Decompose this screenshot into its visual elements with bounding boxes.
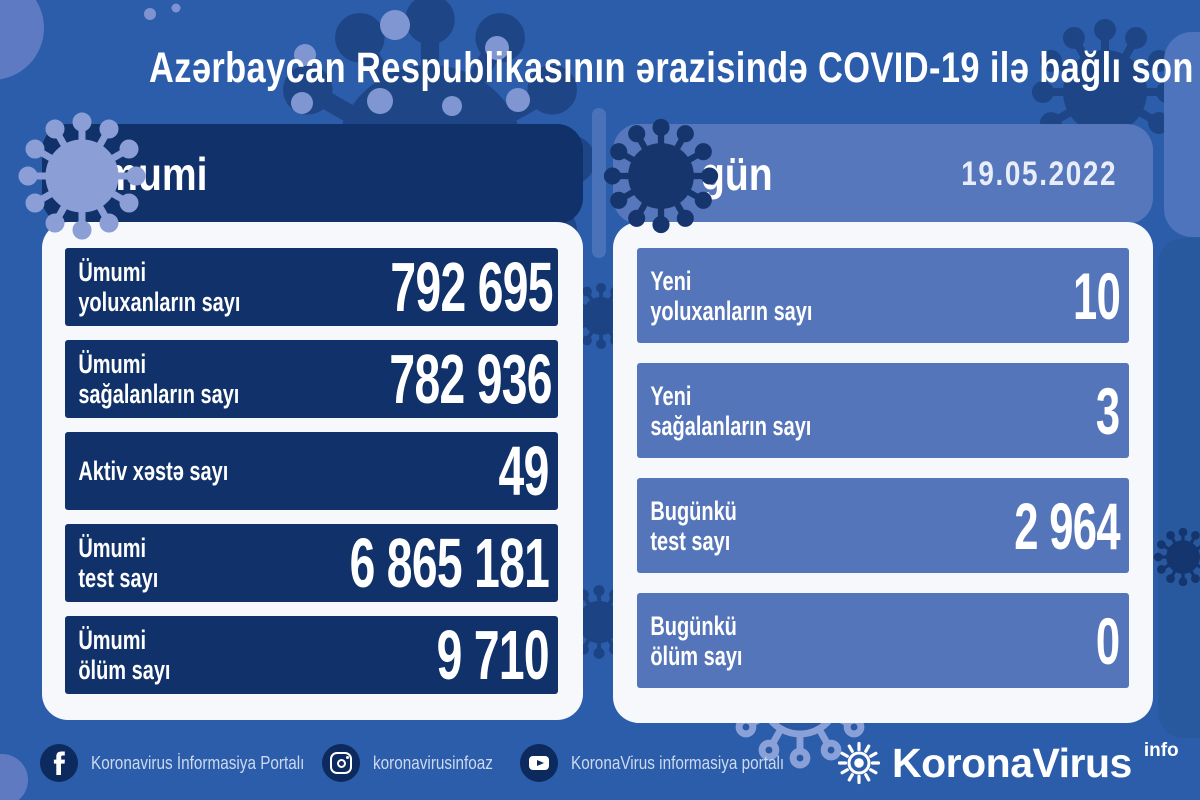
left-panel-header: Ümumi [42,124,583,224]
stat-row-new-recovered: Yeni sağalanların sayı 3 [637,363,1129,458]
stat-row-total-tests: Ümumi test sayı 6 865 181 [65,524,558,602]
brand-name: KoronaVirus [892,740,1132,786]
youtube-label: KoronaVirus informasiya portalı [571,752,785,773]
koronavirus-logo[interactable]: KoronaVirus info [836,738,1179,788]
stat-label: Bugünkü ölüm sayı [650,610,743,671]
virus-leg-decoration [592,108,606,258]
instagram-icon [322,744,360,782]
stat-value: 3 [1096,373,1120,448]
stat-value: 792 695 [390,248,554,326]
dot-decoration [144,8,156,20]
stat-row-total-deaths: Ümumi ölüm sayı 9 710 [65,616,558,694]
dot-decoration [171,3,181,13]
instagram-label: koronavirusinfoaz [373,752,493,773]
stat-label: Yeni yoluxanların sayı [650,265,813,326]
instagram-link[interactable]: koronavirusinfoaz [322,744,514,782]
stat-value: 2 964 [1014,488,1120,563]
page-title: Azərbaycan Respublikasının ərazisində CO… [148,44,1200,92]
stat-value: 6 865 181 [349,524,549,602]
stat-row-active-cases: Aktiv xəstə sayı 49 [65,432,558,510]
stat-label: Ümumi ölüm sayı [78,625,171,685]
brand-suffix: info [1143,740,1179,761]
virus-decoration [1153,527,1200,587]
stat-label: Yeni sağalanların sayı [650,380,812,441]
stat-value: 10 [1072,258,1121,333]
stat-row-total-infected: Ümumi yoluxanların sayı 792 695 [65,248,558,326]
stat-value: 9 710 [436,616,549,694]
stat-label: Ümumi test sayı [78,533,159,593]
stat-value: 49 [498,432,550,510]
edge-blob [1158,238,1200,738]
stat-label: Bugünkü test sayı [650,495,737,556]
report-date: 19.05.2022 [961,154,1117,193]
stat-label: Ümumi sağalanların sayı [78,349,240,409]
youtube-link[interactable]: KoronaVirus informasiya portalı [520,744,822,782]
left-panel-header-label: Ümumi [75,148,208,200]
left-panel: Ümumi yoluxanların sayı 792 695 Ümumi sağa… [42,222,583,720]
stat-label: Ümumi yoluxanların sayı [78,257,241,317]
stat-row-total-recovered: Ümumi sağalanların sayı 782 936 [65,340,558,418]
facebook-label: Koronavirus İnformasiya Portalı [91,752,305,773]
facebook-link[interactable]: Koronavirus İnformasiya Portalı [40,744,342,782]
stat-row-today-deaths: Bugünkü ölüm sayı 0 [637,593,1129,688]
right-panel: Yeni yoluxanların sayı 10 Yeni sağalanları… [613,222,1153,723]
stat-value: 0 [1096,603,1120,678]
stat-label: Aktiv xəstə sayı [78,456,229,486]
stat-row-today-tests: Bugünkü test sayı 2 964 [637,478,1129,573]
corner-blob [0,754,28,800]
youtube-icon [520,744,558,782]
facebook-icon [40,744,78,782]
stat-row-new-infected: Yeni yoluxanların sayı 10 [637,248,1129,343]
right-panel-header-label: Bu gün [638,148,773,200]
stat-value: 782 936 [389,340,552,418]
right-panel-header: Bu gün 19.05.2022 [613,124,1153,224]
virus-sun-icon [837,741,881,785]
